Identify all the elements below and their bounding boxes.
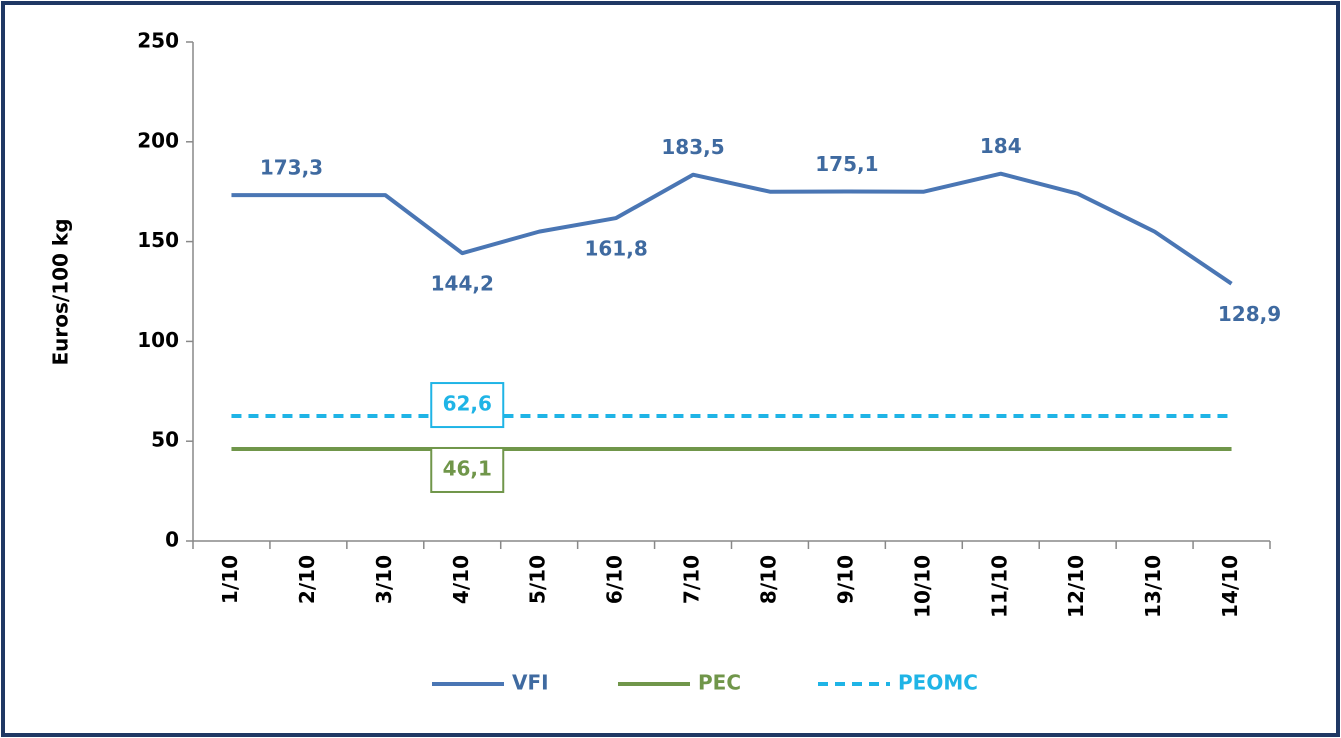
x-tick-label: 4/10 (449, 555, 473, 604)
y-tick-label: 0 (165, 528, 179, 552)
y-tick-label: 250 (137, 29, 179, 53)
y-tick-label: 100 (137, 328, 179, 352)
legend-label: PEC (698, 671, 741, 695)
data-label: 144,2 (431, 272, 494, 296)
x-tick-label: 9/10 (833, 555, 857, 604)
label-box (430, 382, 505, 429)
x-tick-label: 5/10 (526, 555, 550, 604)
x-tick-label: 14/10 (1218, 555, 1242, 618)
x-tick-label: 7/10 (680, 555, 704, 604)
data-label: 128,9 (1218, 302, 1281, 326)
data-label: 62,6 (443, 392, 492, 416)
x-tick-label: 1/10 (218, 555, 242, 604)
y-axis-label: Euros/100 kg (49, 218, 73, 365)
x-tick-label: 12/10 (1064, 555, 1088, 618)
y-tick-label: 150 (137, 228, 179, 252)
legend-label: PEOMC (898, 671, 978, 695)
data-label: 183,5 (661, 135, 724, 159)
data-label: 161,8 (584, 237, 647, 261)
x-tick-label: 2/10 (295, 555, 319, 604)
data-label: 184 (980, 134, 1022, 158)
legend-label: VFI (512, 671, 549, 695)
x-tick-label: 8/10 (756, 555, 780, 604)
y-tick-label: 200 (137, 128, 179, 152)
data-label: 173,3 (260, 156, 323, 180)
x-tick-label: 6/10 (603, 555, 627, 604)
x-tick-label: 10/10 (910, 555, 934, 618)
x-tick-label: 13/10 (1141, 555, 1165, 618)
x-tick-label: 11/10 (987, 555, 1011, 618)
data-label: 175,1 (815, 152, 878, 176)
label-box (430, 446, 505, 493)
x-tick-label: 3/10 (372, 555, 396, 604)
data-label: 46,1 (443, 456, 492, 480)
line-series (231, 171, 1233, 286)
y-tick-label: 50 (151, 428, 179, 452)
